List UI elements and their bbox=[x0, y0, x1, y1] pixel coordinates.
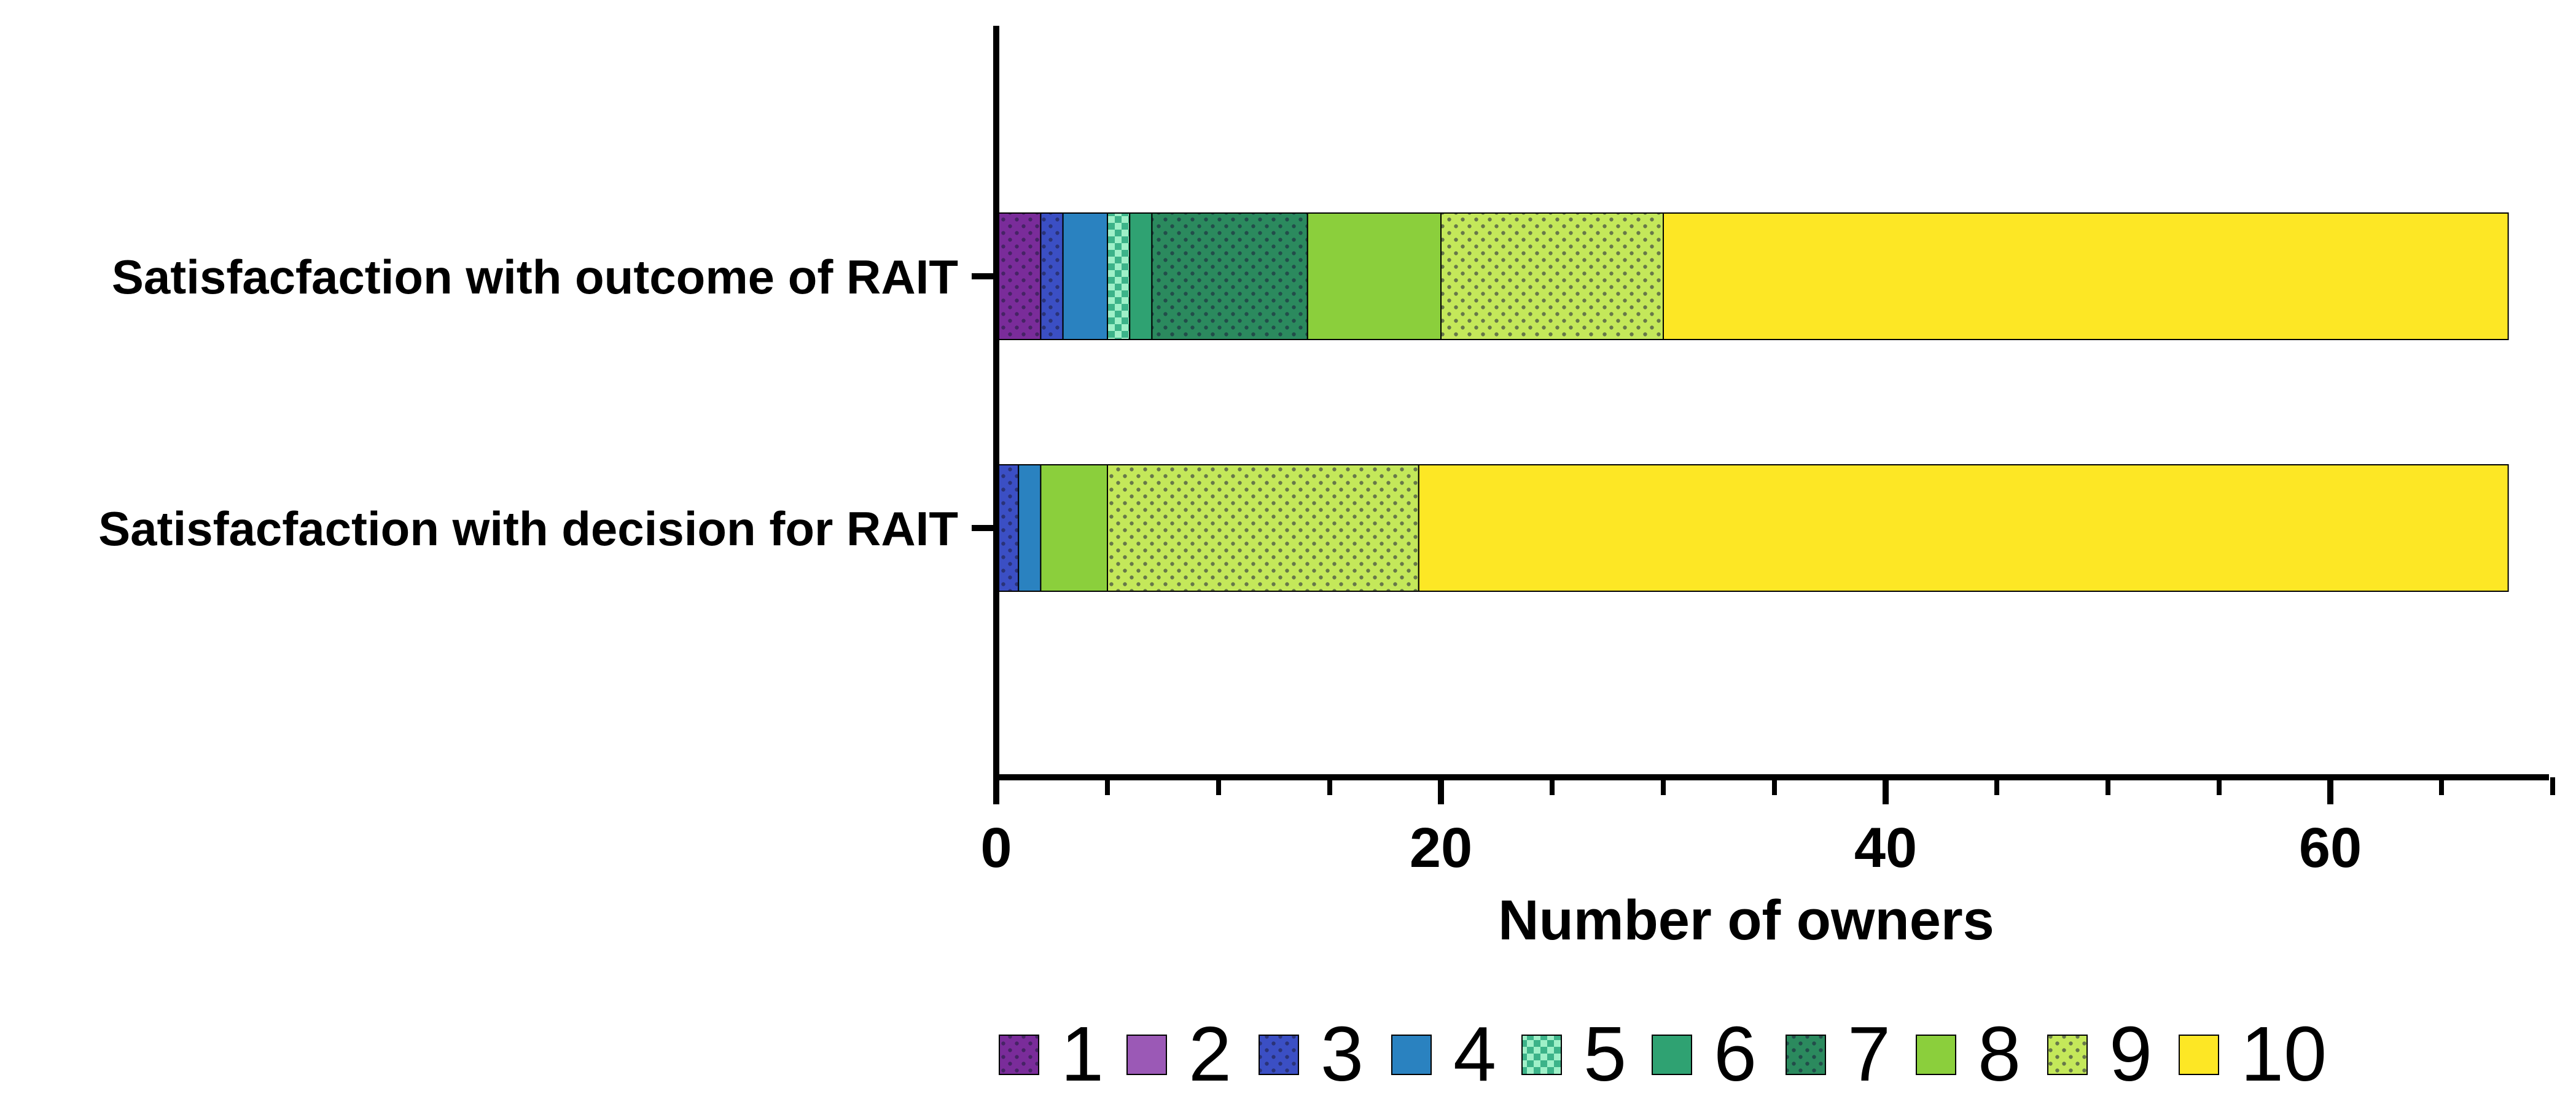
bar-segment-1-score-9 bbox=[1440, 212, 1664, 340]
x-tick-label: 0 bbox=[980, 817, 1012, 879]
legend-swatch bbox=[1916, 1035, 1956, 1075]
legend-swatch bbox=[2047, 1035, 2088, 1075]
category-label: Satisfacfaction with outcome of RAIT bbox=[112, 250, 958, 304]
bar-segment-1-score-10 bbox=[1663, 212, 2509, 340]
legend-label: 6 bbox=[1714, 1011, 1757, 1097]
bar-segment-1-score-6 bbox=[1129, 212, 1153, 340]
bars-group bbox=[996, 212, 2509, 592]
bar-segment-1-score-5 bbox=[1107, 212, 1131, 340]
legend-label: 5 bbox=[1583, 1011, 1626, 1097]
x-axis-title: Number of owners bbox=[1498, 889, 1994, 952]
legend-swatch bbox=[1391, 1035, 1432, 1075]
bar-segment-2-score-9 bbox=[1107, 464, 1419, 592]
x-tick-labels: 0 20 40 60 bbox=[980, 817, 2362, 879]
bar-segment-1-score-7 bbox=[1151, 212, 1308, 340]
legend-swatch bbox=[1786, 1035, 1826, 1075]
legend-swatch bbox=[999, 1035, 1039, 1075]
bar-segment-2-score-10 bbox=[1418, 464, 2509, 592]
legend-label: 3 bbox=[1321, 1011, 1364, 1097]
bar-segment-1-score-4 bbox=[1062, 212, 1108, 340]
x-tick-label: 40 bbox=[1854, 817, 1917, 879]
legend-label: 4 bbox=[1453, 1011, 1496, 1097]
legend-swatch bbox=[2179, 1035, 2219, 1075]
bar-segment-2-score-8 bbox=[1040, 464, 1109, 592]
category-label: Satisfacfaction with decision for RAIT bbox=[98, 502, 958, 556]
legend: 1 2 3 4 5 6 7 8 9 10 bbox=[999, 1011, 2327, 1097]
legend-label: 7 bbox=[1848, 1011, 1891, 1097]
legend-label: 9 bbox=[2109, 1011, 2152, 1097]
bar-segment-1-score-3 bbox=[1040, 212, 1064, 340]
category-ticks bbox=[972, 273, 996, 531]
x-axis-ticks bbox=[993, 777, 2555, 804]
legend-swatch bbox=[1259, 1035, 1299, 1075]
category-labels: Satisfacfaction with outcome of RAIT Sati… bbox=[98, 250, 958, 556]
legend-swatch bbox=[1126, 1035, 1167, 1075]
legend-label: 8 bbox=[1978, 1011, 2021, 1097]
bar-segment-1-score-8 bbox=[1306, 212, 1442, 340]
legend-label: 2 bbox=[1188, 1011, 1231, 1097]
legend-label: 10 bbox=[2241, 1011, 2327, 1097]
bar-segment-1-score-1 bbox=[996, 212, 1042, 340]
bar-segment-2-score-3 bbox=[996, 464, 1020, 592]
legend-swatch bbox=[1521, 1035, 1562, 1075]
x-tick-label: 20 bbox=[1410, 817, 1472, 879]
x-tick-label: 60 bbox=[2299, 817, 2362, 879]
legend-swatch bbox=[1652, 1035, 1692, 1075]
bar-segment-2-score-4 bbox=[1018, 464, 1042, 592]
legend-label: 1 bbox=[1061, 1011, 1104, 1097]
